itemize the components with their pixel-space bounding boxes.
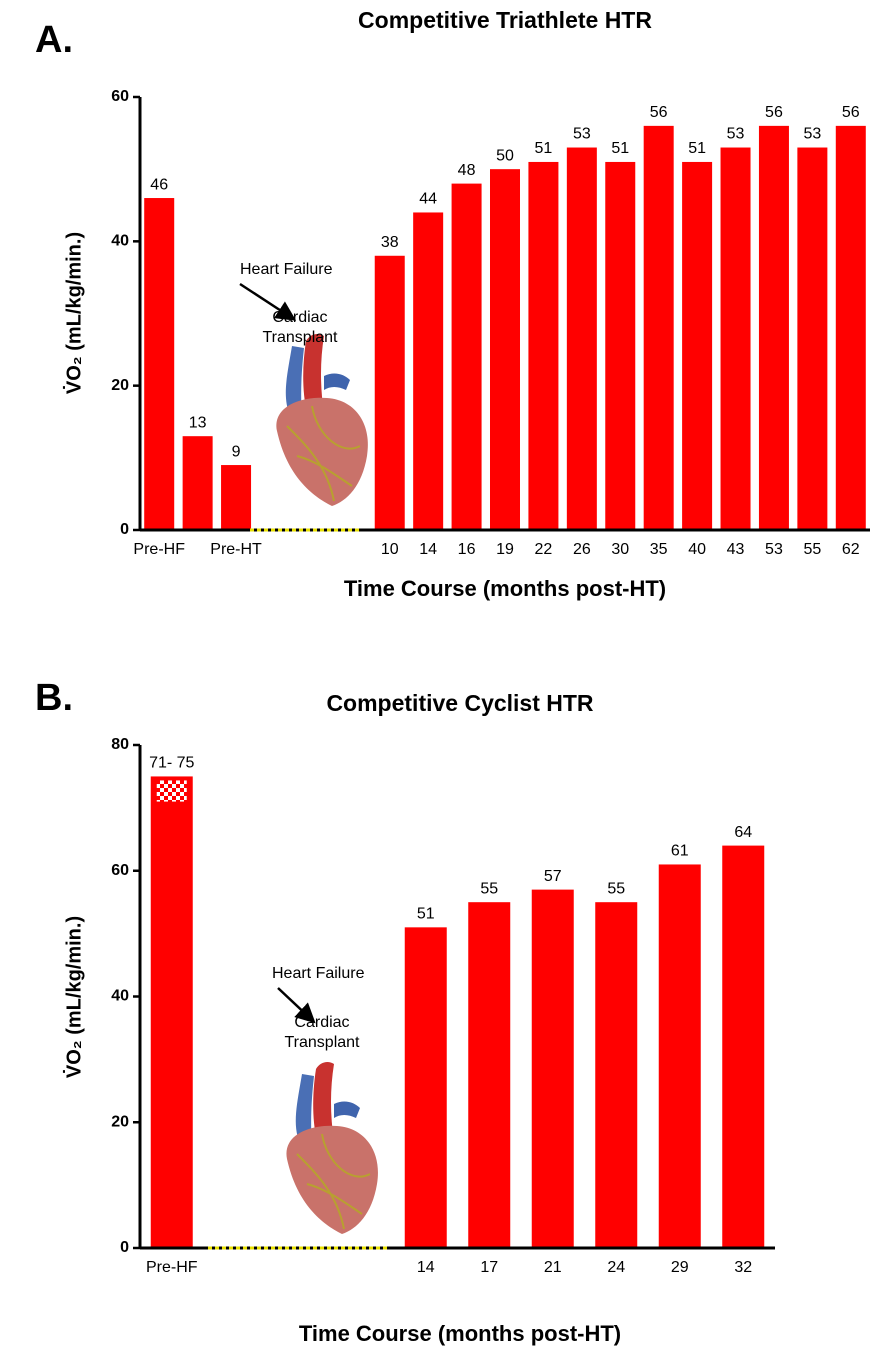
range-band <box>157 780 187 801</box>
x-tick-label: 32 <box>734 1259 752 1276</box>
x-tick-label: 24 <box>607 1259 625 1276</box>
x-tick-label: 16 <box>458 541 476 558</box>
value-label: 51 <box>535 140 553 157</box>
value-label: 51 <box>611 140 629 157</box>
value-label: 50 <box>496 147 514 164</box>
value-label: 53 <box>573 126 591 143</box>
panel-label: B. <box>35 677 73 719</box>
annotation: Cardiac <box>294 1014 349 1031</box>
x-axis-title: Time Course (months post-HT) <box>344 576 666 601</box>
annotation-arrow <box>240 284 292 318</box>
bar <box>759 126 789 530</box>
annotation: Heart Failure <box>240 261 333 278</box>
bar <box>144 198 174 530</box>
bar <box>452 184 482 530</box>
value-label: 61 <box>671 843 689 860</box>
y-tick-label: 40 <box>111 988 129 1005</box>
x-tick-label: 55 <box>803 541 821 558</box>
value-label: 53 <box>727 126 745 143</box>
heart-image <box>286 1062 377 1234</box>
x-tick-label: 14 <box>417 1259 435 1276</box>
bar <box>151 776 193 1248</box>
bar <box>659 864 701 1248</box>
bar <box>595 902 637 1248</box>
value-label: 57 <box>544 868 562 885</box>
x-tick-label: 40 <box>688 541 706 558</box>
y-tick-label: 60 <box>111 88 129 105</box>
value-label: 56 <box>842 104 860 121</box>
value-label: 46 <box>150 176 168 193</box>
bar <box>490 169 520 530</box>
y-tick-label: 20 <box>111 1113 129 1130</box>
y-tick-label: 60 <box>111 862 129 879</box>
value-label: 48 <box>458 162 476 179</box>
y-tick-label: 40 <box>111 233 129 250</box>
value-label: 38 <box>381 234 399 251</box>
x-tick-label: 21 <box>544 1259 562 1276</box>
y-tick-label: 20 <box>111 377 129 394</box>
bar <box>567 148 597 530</box>
panel-a: A. Competitive Triathlete HTR Time Course … <box>35 7 870 601</box>
y-axis-title: V̇O₂ (mL/kg/min.) <box>61 916 85 1078</box>
bar <box>721 148 751 530</box>
bar <box>413 212 443 530</box>
bar <box>183 436 213 530</box>
bar <box>605 162 635 530</box>
bar <box>468 902 510 1248</box>
x-tick-label: 43 <box>727 541 745 558</box>
x-tick-label: 22 <box>535 541 553 558</box>
x-tick-label: 62 <box>842 541 860 558</box>
bar <box>405 927 447 1248</box>
x-tick-label: 14 <box>419 541 437 558</box>
x-tick-label: 26 <box>573 541 591 558</box>
x-tick-label: 35 <box>650 541 668 558</box>
bar <box>644 126 674 530</box>
value-label: 56 <box>765 104 783 121</box>
y-tick-label: 0 <box>120 1239 129 1256</box>
value-label: 9 <box>232 443 241 460</box>
value-label: 44 <box>419 191 437 208</box>
x-tick-label: 29 <box>671 1259 689 1276</box>
bar <box>797 148 827 530</box>
value-label: 55 <box>607 880 625 897</box>
heart-image <box>276 334 367 506</box>
bar <box>375 256 405 530</box>
bar <box>722 846 764 1248</box>
x-tick-label: 30 <box>611 541 629 558</box>
value-label: 51 <box>417 906 435 923</box>
x-tick-label: 10 <box>381 541 399 558</box>
chart-title: Competitive Cyclist HTR <box>326 690 593 716</box>
x-tick-label: 19 <box>496 541 514 558</box>
annotation: Heart Failure <box>272 965 365 982</box>
bar <box>836 126 866 530</box>
y-axis-title: V̇O₂ (mL/kg/min.) <box>61 232 85 394</box>
x-tick-label: Pre-HT <box>210 541 262 558</box>
value-label: 13 <box>189 414 207 431</box>
x-tick-label: 17 <box>480 1259 498 1276</box>
bar <box>528 162 558 530</box>
x-tick-label: Pre-HF <box>146 1259 198 1276</box>
chart-title: Competitive Triathlete HTR <box>358 7 652 33</box>
annotation: Transplant <box>263 329 339 346</box>
bar <box>221 465 251 530</box>
value-label: 71- 75 <box>149 755 194 772</box>
value-label: 55 <box>480 880 498 897</box>
panel-label: A. <box>35 19 73 61</box>
value-label: 53 <box>803 126 821 143</box>
value-label: 64 <box>734 824 752 841</box>
y-tick-label: 0 <box>120 521 129 538</box>
x-axis-title: Time Course (months post-HT) <box>299 1321 621 1346</box>
panel-b: B. Competitive Cyclist HTR Time Course (mo… <box>35 677 775 1346</box>
annotation: Transplant <box>285 1034 361 1051</box>
bar <box>532 890 574 1248</box>
bar <box>682 162 712 530</box>
x-tick-label: 53 <box>765 541 783 558</box>
y-tick-label: 80 <box>111 736 129 753</box>
figure: A. Competitive Triathlete HTR Time Course … <box>0 0 871 1353</box>
x-tick-label: Pre-HF <box>133 541 185 558</box>
value-label: 56 <box>650 104 668 121</box>
value-label: 51 <box>688 140 706 157</box>
